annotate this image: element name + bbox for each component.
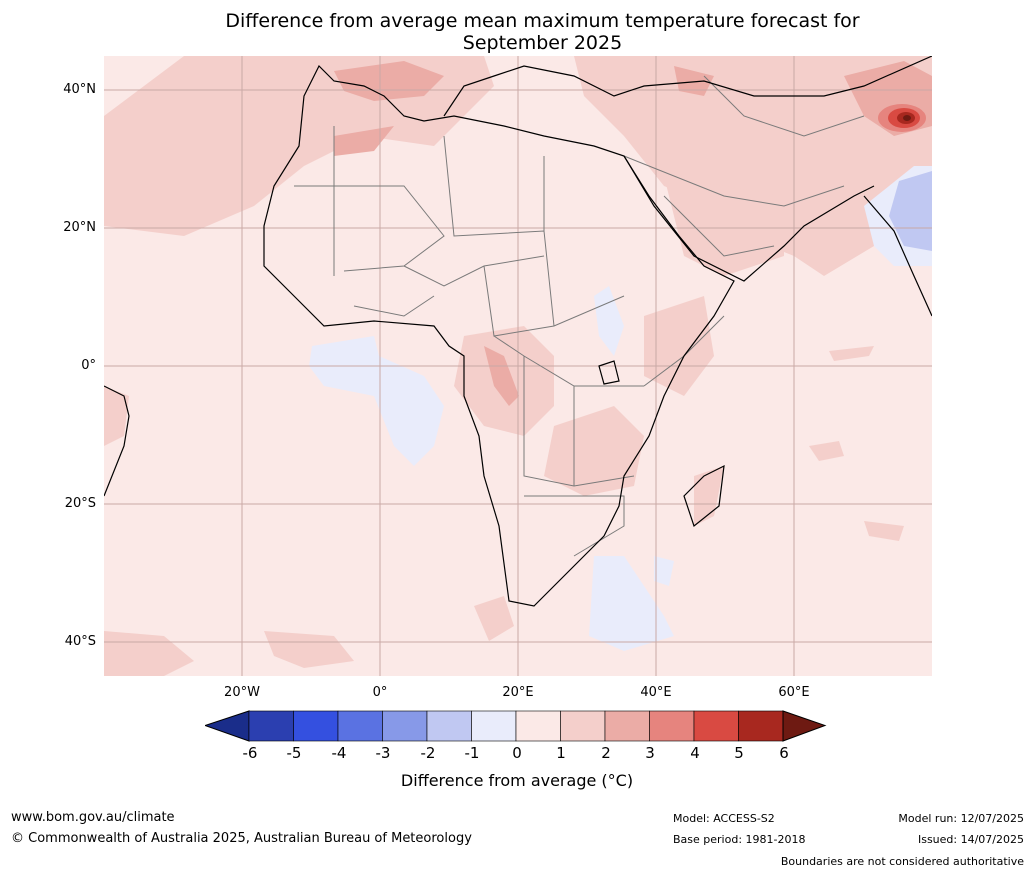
colorbar-swatch <box>560 710 606 742</box>
colorbar-swatch <box>471 710 517 742</box>
map-svg <box>104 56 932 676</box>
colorbar-swatch <box>293 710 339 742</box>
colorbar-swatch <box>693 710 739 742</box>
country-borders <box>294 75 865 557</box>
colorbar-swatch <box>382 710 428 742</box>
copyright-text: © Commonwealth of Australia 2025, Austra… <box>11 831 472 846</box>
model-run-text: Model run: 12/07/2025 <box>898 812 1024 825</box>
colorbar-swatch <box>738 710 784 742</box>
website-link[interactable]: www.bom.gov.au/climate <box>11 810 175 825</box>
colorbar-extend-high <box>782 710 827 742</box>
title-line-2: September 2025 <box>462 32 623 54</box>
colorbar-swatch <box>248 710 294 742</box>
lat-label-0: 0° <box>81 358 96 373</box>
colorbar-tick: 6 <box>779 744 789 762</box>
colorbar-swatch <box>426 710 472 742</box>
graticule <box>104 56 932 676</box>
title-line-1: Difference from average mean maximum tem… <box>225 10 860 32</box>
colorbar-tick: 2 <box>601 744 611 762</box>
colorbar-tick: -4 <box>331 744 347 762</box>
colorbar-tick: 1 <box>556 744 566 762</box>
colorbar-tick: 5 <box>734 744 744 762</box>
lat-label-40n: 40°N <box>63 82 96 97</box>
colorbar-tick: -6 <box>242 744 258 762</box>
colorbar-tick: 0 <box>512 744 522 762</box>
coastlines <box>104 56 932 607</box>
chart-title: Difference from average mean maximum tem… <box>0 10 1035 54</box>
colorbar-label: Difference from average (°C) <box>400 771 634 790</box>
colorbar-tick: 4 <box>690 744 700 762</box>
colorbar-tick: -3 <box>375 744 391 762</box>
issued-text: Issued: 14/07/2025 <box>917 833 1024 846</box>
model-text: Model: ACCESS-S2 <box>673 812 775 825</box>
lat-label-20s: 20°S <box>64 496 96 511</box>
lat-label-20n: 20°N <box>63 220 96 235</box>
colorbar-tick: -5 <box>286 744 302 762</box>
lon-label-20e: 20°E <box>502 685 534 700</box>
colorbar-tick: -2 <box>420 744 436 762</box>
forecast-map <box>104 56 932 676</box>
colorbar-swatch <box>649 710 695 742</box>
lon-label-60e: 60°E <box>778 685 810 700</box>
colorbar-extend-low <box>205 710 250 742</box>
colorbar-tick: 3 <box>645 744 655 762</box>
colorbar-swatch <box>515 710 561 742</box>
lon-label-40e: 40°E <box>640 685 672 700</box>
anomaly-1-2-regions <box>104 56 932 676</box>
lon-label-0: 0° <box>372 685 388 700</box>
colorbar-tick: -1 <box>464 744 480 762</box>
disclaimer-text: Boundaries are not considered authoritat… <box>780 855 1024 868</box>
colorbar-swatch <box>337 710 383 742</box>
colorbar-swatch <box>604 710 650 742</box>
anomaly-negative-regions <box>309 166 932 651</box>
lat-label-40s: 40°S <box>64 634 96 649</box>
base-period-text: Base period: 1981-2018 <box>673 833 806 846</box>
anomaly-hotspot <box>878 104 926 132</box>
colorbar <box>205 710 827 742</box>
lon-label-20w: 20°W <box>224 685 260 700</box>
